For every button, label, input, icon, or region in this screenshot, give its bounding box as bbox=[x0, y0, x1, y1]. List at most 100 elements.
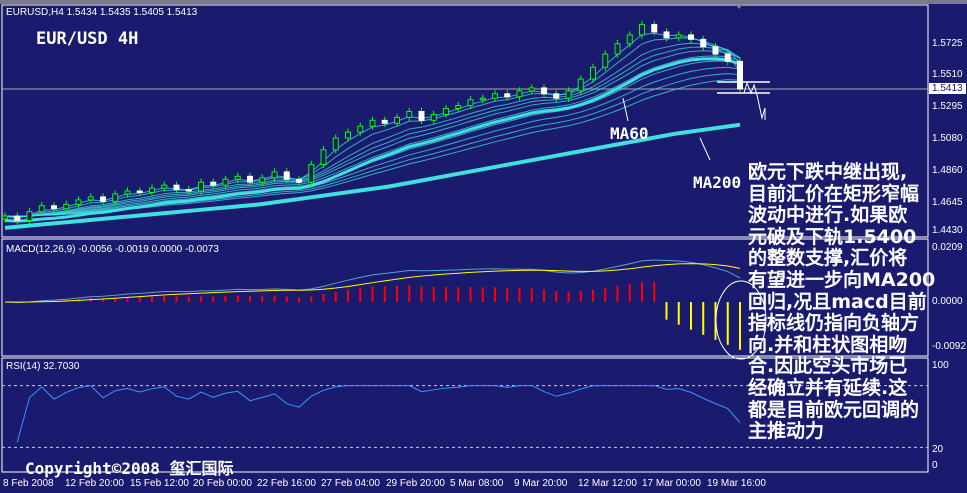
ma-ribbon-line bbox=[4, 46, 741, 218]
candle bbox=[700, 38, 707, 48]
ma-ribbon-line bbox=[4, 42, 741, 218]
rsi-panel-frame bbox=[1, 357, 929, 473]
rsi-label: RSI(14) 32.7030 bbox=[6, 361, 80, 372]
candle bbox=[161, 184, 168, 189]
candle bbox=[75, 199, 82, 205]
price-tick: 1.5510 bbox=[932, 69, 963, 80]
macd-tick: 0.0209 bbox=[932, 242, 963, 253]
candle bbox=[577, 78, 584, 92]
candle bbox=[504, 93, 511, 98]
candle bbox=[369, 119, 376, 127]
candle bbox=[259, 177, 266, 183]
candle bbox=[614, 43, 621, 55]
macd-tick: 0.0000 bbox=[932, 296, 963, 307]
candle bbox=[320, 149, 327, 166]
macd-main-line bbox=[4, 259, 741, 304]
note-line: 合.因此空头市场已 bbox=[748, 355, 908, 378]
candle bbox=[516, 90, 523, 98]
candle bbox=[430, 113, 437, 121]
candle bbox=[688, 34, 694, 40]
candle bbox=[492, 93, 498, 99]
candle bbox=[234, 175, 241, 180]
candle bbox=[663, 31, 670, 39]
candle bbox=[675, 34, 682, 39]
time-tick: 22 Feb 16:00 bbox=[257, 478, 316, 489]
candle bbox=[112, 193, 119, 202]
candle bbox=[639, 24, 645, 36]
candle bbox=[51, 205, 57, 210]
candle bbox=[26, 211, 33, 221]
time-tick: 29 Feb 20:00 bbox=[386, 478, 445, 489]
candle bbox=[418, 110, 425, 121]
rsi-tick: 20 bbox=[932, 444, 944, 455]
time-tick: 12 Feb 20:00 bbox=[65, 478, 124, 489]
candle bbox=[590, 66, 596, 80]
macd-signal-line bbox=[4, 263, 741, 303]
price-tick: 1.4430 bbox=[932, 225, 963, 236]
highlight-ellipse bbox=[715, 280, 767, 360]
candle bbox=[332, 137, 339, 151]
note-line: 经确立并有延续.这 bbox=[748, 376, 908, 399]
candle bbox=[406, 110, 413, 118]
candle bbox=[626, 34, 633, 45]
candle bbox=[87, 196, 94, 201]
candle bbox=[283, 171, 290, 180]
candle bbox=[136, 190, 143, 194]
candle bbox=[14, 215, 21, 221]
note-line: 的整数支撑,汇价将 bbox=[748, 247, 908, 270]
candle bbox=[100, 196, 106, 202]
main-panel-frame bbox=[1, 4, 929, 238]
note-line: 都是目前欧元回调的 bbox=[748, 398, 920, 421]
candle bbox=[149, 187, 155, 194]
note-line: 有望进一步向MA200 bbox=[748, 268, 936, 291]
candle bbox=[737, 60, 743, 90]
candle bbox=[443, 108, 449, 115]
candle bbox=[124, 190, 131, 195]
down-arrow-path bbox=[743, 81, 766, 120]
shift-marker-icon bbox=[736, 5, 742, 9]
note-line: 欧元下跌中继出现, bbox=[748, 161, 908, 183]
analysis-note: 欧元下跌中继出现, 目前汇价在矩形窄幅 波动中进行.如果欧 元破及下轨1.5400 的整… bbox=[748, 161, 935, 443]
ma200-annotation: MA200 bbox=[693, 173, 742, 192]
candle bbox=[651, 24, 658, 33]
time-tick: 20 Feb 00:00 bbox=[193, 478, 252, 489]
note-line: 主推动力 bbox=[748, 420, 825, 443]
candle bbox=[602, 53, 609, 68]
ma60-pointer bbox=[622, 97, 629, 122]
macd-tick: -0.0092 bbox=[932, 341, 966, 352]
candle bbox=[296, 178, 302, 183]
candle bbox=[455, 105, 462, 110]
rsi-line bbox=[16, 385, 741, 443]
note-line: 元破及下轨1.5400 bbox=[748, 225, 917, 248]
candle bbox=[394, 116, 400, 124]
price-tick: 1.5080 bbox=[932, 133, 963, 144]
time-tick: 27 Feb 04:00 bbox=[321, 478, 380, 489]
copyright-text: Copyright©2008 玺汇国际 bbox=[25, 459, 234, 478]
ma-ribbon-line bbox=[4, 55, 741, 218]
candle bbox=[528, 87, 535, 92]
note-line: 目前汇价在矩形窄幅 bbox=[748, 182, 920, 205]
time-tick: 12 Mar 12:00 bbox=[578, 478, 637, 489]
time-tick: 19 Mar 16:00 bbox=[707, 478, 766, 489]
current-price-badge: 1.5413 bbox=[929, 83, 966, 94]
candle bbox=[308, 164, 315, 183]
rsi-tick: 0 bbox=[932, 460, 938, 471]
macd-panel-frame bbox=[1, 238, 929, 357]
candle bbox=[173, 184, 180, 191]
candle bbox=[271, 171, 278, 179]
price-tick: 1.4860 bbox=[932, 165, 963, 176]
candle bbox=[2, 215, 8, 220]
time-tick: 9 Mar 20:00 bbox=[514, 478, 568, 489]
ma60-line bbox=[4, 57, 741, 223]
candle bbox=[467, 99, 474, 107]
window-top-bar bbox=[0, 0, 967, 4]
candle bbox=[553, 93, 560, 99]
price-tick: 1.5295 bbox=[932, 101, 963, 112]
candle bbox=[210, 181, 217, 186]
time-tick: 5 Mar 08:00 bbox=[450, 478, 504, 489]
note-line: 波动中进行.如果欧 bbox=[748, 204, 908, 227]
note-line: 指标线仍指向负轴方 bbox=[748, 312, 920, 335]
candle bbox=[222, 178, 229, 186]
candle bbox=[345, 131, 351, 139]
